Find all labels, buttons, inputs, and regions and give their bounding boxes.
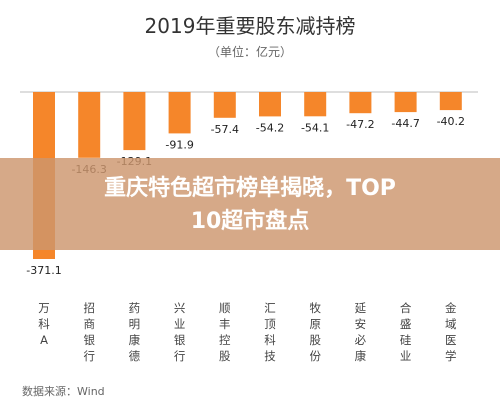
chart-source: 数据来源：Wind: [22, 384, 105, 398]
headline-line-1: 重庆特色超市榜单揭晓，TOP: [104, 176, 396, 201]
category-label-8: 延安必康: [355, 301, 367, 363]
chart-subtitle: （单位：亿元）: [208, 44, 292, 59]
value-label-5: -57.4: [211, 123, 239, 136]
bar-5: [213, 92, 236, 118]
value-label-10: -40.2: [437, 115, 465, 128]
bar-2: [78, 92, 101, 158]
bar-10: [439, 92, 462, 111]
bar-9: [394, 92, 417, 113]
bars-group: [33, 92, 462, 259]
category-label-3: 药明康德: [129, 301, 141, 363]
bar-3: [123, 92, 146, 151]
value-label-9: -44.7: [391, 117, 419, 130]
headline-line-2: 10超市盘点: [190, 209, 310, 234]
category-label-10: 金域医学: [445, 301, 457, 363]
category-label-6: 汇顶科技: [264, 301, 276, 363]
chart-title: 2019年重要股东减持榜: [145, 14, 356, 38]
bar-6: [259, 92, 281, 117]
category-labels-group: 万科 A 招商银行 药明康德 兴业银行 顺丰控股 汇顶科技 牧原股份 延安必康 合盛硅业 金域医学: [38, 301, 457, 363]
category-label-9: 合盛硅业: [400, 301, 412, 363]
headline-banner: [0, 158, 500, 250]
bar-7: [304, 92, 327, 117]
bar-4: [168, 92, 191, 134]
category-label-1: 万科 A: [38, 301, 50, 347]
value-label-7: -54.1: [301, 121, 329, 134]
bar-8: [349, 92, 372, 114]
value-label-1: -371.1: [26, 264, 61, 277]
value-label-8: -47.2: [346, 118, 374, 131]
category-label-4: 兴业银行: [174, 301, 186, 363]
headline-text: 重庆特色超市榜单揭晓，TOP 10超市盘点: [0, 172, 500, 238]
category-label-2: 招商银行: [83, 301, 95, 363]
category-label-5: 顺丰控股: [219, 301, 231, 363]
value-label-6: -54.2: [256, 121, 284, 134]
value-label-4: -91.9: [165, 138, 193, 151]
category-label-7: 牧原股份: [309, 301, 321, 363]
